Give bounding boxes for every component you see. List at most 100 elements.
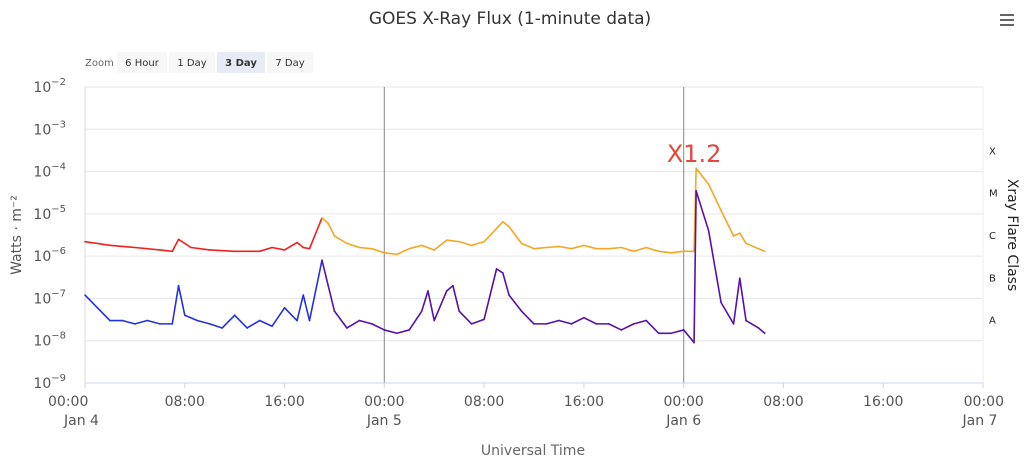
short-channel-segment [745, 319, 760, 329]
short-channel-segment [545, 319, 560, 325]
short-channel-segment [134, 319, 149, 325]
zoom-label: Zoom [85, 58, 114, 69]
x-tick-date-label: Jan 6 [665, 413, 701, 429]
short-channel-segment [420, 290, 429, 312]
long-channel-segment [408, 244, 423, 250]
long-channel-segment [346, 242, 361, 249]
x-tick-label: 08:00 [165, 394, 205, 410]
long-channel-segment [271, 246, 286, 251]
short-channel-segment [333, 310, 348, 329]
short-channel-segment [707, 229, 722, 304]
short-channel-segment [271, 307, 286, 328]
short-channel-segment [296, 294, 305, 322]
x-tick-label: 16:00 [863, 394, 903, 410]
long-channel-segment [520, 242, 535, 250]
long-channel-segment [190, 246, 211, 251]
day-divider-lines [383, 87, 685, 383]
short-channel-segment [408, 310, 423, 331]
long-channel-segment [396, 247, 411, 256]
x-tick-label: 08:00 [763, 394, 803, 410]
short-channel-segment [233, 314, 248, 329]
long-channel-segment [327, 222, 336, 237]
short-channel-segment [246, 319, 261, 329]
zoom-button-label: 3 Day [225, 58, 257, 69]
flare-class-label: A [989, 316, 996, 327]
x-tick-date-label: Jan 5 [366, 413, 402, 429]
zoom-controls: Zoom 6 Hour 1 Day 3 Day 7 Day [85, 52, 313, 73]
zoom-button-6-hour[interactable]: 6 Hour [117, 52, 167, 73]
short-channel-segment [283, 307, 298, 322]
long-channel-segment [358, 246, 373, 250]
long-channel-segment [508, 225, 523, 245]
short-channel-segment [433, 290, 448, 322]
flare-class-label: M [989, 189, 998, 200]
chart-title: GOES X-Ray Flux (1-minute data) [369, 9, 651, 29]
x-tick-label: 08:00 [464, 394, 504, 410]
annotations: X1.2 [667, 140, 722, 168]
short-channel-segment [358, 319, 373, 325]
x-tick-label: 00:00 [364, 394, 404, 410]
flare-annotation-label: X1.2 [667, 140, 722, 168]
long-channel-segment [171, 238, 180, 253]
long-channel-segment [333, 235, 348, 245]
long-channel-segment [608, 246, 623, 250]
long-channel-segment [458, 240, 473, 247]
zoom-button-7-day[interactable]: 7 Day [267, 52, 313, 73]
short-channel-segment [620, 323, 635, 331]
short-channel-segment [757, 327, 766, 335]
x-axis-title: Universal Time [481, 443, 585, 459]
x-tick-label: 00:00 [663, 394, 703, 410]
short-channel-segment [327, 284, 336, 312]
short-channel-segment [196, 319, 211, 325]
short-channel-segment [96, 307, 111, 322]
short-channel-segment [371, 323, 386, 331]
short-channel-segment [720, 301, 735, 325]
long-channel-segment [177, 238, 192, 249]
x-tick-label: 16:00 [264, 394, 304, 410]
short-channel-segment [520, 310, 535, 325]
long-channel-segment [533, 246, 548, 250]
long-channel-segment [545, 245, 560, 249]
long-channel-segment [645, 246, 660, 253]
long-channel-segment [558, 245, 573, 250]
short-channel-segment [396, 329, 411, 335]
long-channel-segment [657, 250, 672, 254]
x-tick-label: 00:00 [964, 394, 1004, 410]
long-channel-segment [670, 250, 685, 254]
long-channel-segment [208, 249, 236, 253]
zoom-button-label: 7 Day [275, 58, 304, 69]
zoom-button-1-day[interactable]: 1 Day [169, 52, 215, 73]
short-channel-segment [177, 284, 186, 317]
short-channel-segment [645, 319, 660, 335]
short-channel-segment [695, 190, 710, 232]
long-channel-segment [383, 251, 398, 256]
long-channel-segment [433, 239, 448, 251]
long-channel-segment [570, 244, 585, 250]
x-tick-date-label: Jan 4 [63, 413, 99, 429]
short-channel-segment [502, 272, 510, 296]
x-tick-date-label: Jan 7 [962, 413, 998, 429]
series-lines [84, 167, 766, 344]
short-channel-segment [346, 319, 361, 329]
zoom-button-3-day[interactable]: 3 Day [217, 52, 265, 73]
short-channel-segment [183, 314, 199, 322]
flare-class-label: B [989, 273, 996, 284]
short-channel-segment [583, 316, 598, 325]
short-channel-segment [146, 319, 161, 325]
y-tick-label: 10−7 [33, 288, 66, 307]
y-tick-label: 10−4 [33, 162, 66, 181]
zoom-button-label: 6 Hour [125, 58, 160, 69]
long-channel-segment [757, 247, 766, 253]
hamburger-menu-icon[interactable] [1000, 14, 1014, 26]
long-channel-segment [283, 241, 298, 251]
flare-class-label: C [989, 231, 996, 242]
long-channel-segment [502, 220, 510, 228]
grid [84, 86, 984, 384]
long-channel-segment [420, 244, 436, 251]
short-channel-segment [570, 316, 585, 325]
short-channel-segment [121, 319, 136, 325]
long-channel-segment [707, 183, 722, 212]
short-channel-segment [608, 323, 623, 331]
long-channel-segment [134, 246, 161, 251]
